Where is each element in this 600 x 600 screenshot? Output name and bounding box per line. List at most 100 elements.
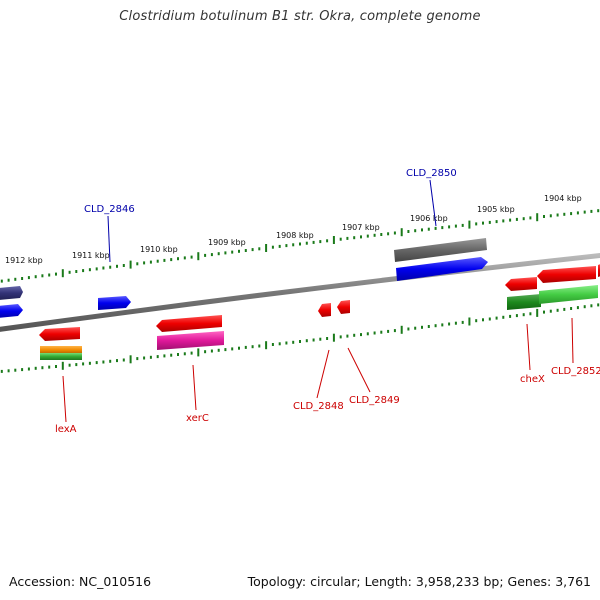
gene-label-cld-2848[interactable]: CLD_2848 [293,401,344,412]
reverse-genes [39,264,600,360]
forward-genes [0,238,488,318]
minor-tick [509,218,512,222]
minor-tick [27,367,30,371]
leader-line [571,317,574,364]
minor-tick [448,225,451,229]
minor-tick [170,353,173,357]
minor-tick [373,233,376,237]
gene-arrow-cld-2850[interactable] [394,238,487,262]
minor-tick [210,349,213,353]
minor-tick [156,355,159,359]
kbp-labels: 1912 kbp 1911 kbp 1910 kbp 1909 kbp 1908… [5,194,582,265]
minor-tick [556,213,559,217]
minor-tick [475,319,478,323]
lower-scale-track [0,303,600,373]
leader-line [107,215,111,263]
minor-tick [387,329,390,333]
major-tick [400,228,403,237]
minor-tick [224,251,227,255]
minor-tick [55,365,57,368]
minor-tick [393,231,396,235]
minor-tick [116,264,118,268]
gene-arrow-cld-2848[interactable] [318,303,331,317]
minor-tick [421,228,423,232]
gene-label-xerc[interactable]: xerC [186,413,209,424]
minor-tick [251,345,254,349]
minor-tick [339,237,342,241]
minor-tick [136,357,139,361]
minor-tick [231,250,234,254]
gene-label-cld-2846[interactable]: CLD_2846 [84,204,135,215]
upper-scale-track [0,209,600,283]
minor-tick [515,314,518,318]
gene-track-green [40,353,82,360]
gene-arrow[interactable] [396,257,488,281]
minor-tick [190,351,193,355]
minor-tick [502,219,505,223]
gene-arrow-chex[interactable] [505,277,537,291]
minor-tick [41,274,44,278]
minor-tick [563,307,566,311]
gene-arrow-cld-2852[interactable] [537,266,596,283]
minor-tick [177,353,179,356]
minor-tick [102,266,105,270]
gene-label-lexa[interactable]: lexA [55,424,77,435]
gene-arrow-cld-2846[interactable] [98,296,131,310]
gene-arrow-cld-2849[interactable] [337,300,350,314]
minor-tick [414,229,417,233]
gene-arrow[interactable] [0,286,23,300]
minor-tick [68,363,71,367]
minor-tick [414,326,417,330]
minor-tick [590,209,593,213]
minor-tick [41,366,44,370]
minor-tick [48,365,51,369]
major-tick [129,355,132,364]
minor-tick [380,233,383,236]
minor-tick [27,276,30,280]
minor-tick [299,340,301,343]
minor-tick [305,241,308,245]
minor-tick [461,223,464,227]
minor-tick [522,313,525,317]
minor-tick [360,235,362,239]
gene-label-cld-2852[interactable]: CLD_2852 [551,366,600,377]
minor-tick [312,338,315,342]
minor-tick [482,221,484,225]
minor-tick [177,257,179,261]
gene-arrow-lexa[interactable] [39,327,80,341]
gene-label-cld-2850[interactable]: CLD_2850 [406,168,457,179]
minor-tick [149,355,152,359]
minor-tick [570,307,573,310]
minor-tick [305,339,308,343]
minor-tick [244,249,247,252]
minor-tick [102,360,105,364]
major-tick [129,260,132,269]
minor-tick [258,344,261,348]
minor-tick [122,264,125,267]
gene-track-pink [157,331,224,350]
kbp-label: 1908 kbp [276,231,314,240]
minor-tick [190,255,193,259]
gene-label-chex[interactable]: cheX [520,374,545,385]
gene-label-cld-2849[interactable]: CLD_2849 [349,395,400,406]
minor-tick [549,214,552,218]
major-tick [536,213,539,222]
minor-tick [183,352,186,356]
minor-tick [597,209,600,213]
minor-tick [224,348,227,352]
minor-tick [285,341,288,345]
accession-text: Accession: NC_010516 [9,574,152,589]
gene-arrow-xerc[interactable] [156,315,222,332]
kbp-label: 1904 kbp [544,194,582,203]
minor-tick [326,337,329,340]
minor-tick [55,272,57,276]
minor-tick [136,262,139,266]
minor-tick [353,236,356,240]
gene-track-orange [40,346,82,354]
gene-arrow[interactable] [0,304,23,318]
minor-tick [258,247,261,251]
kbp-label: 1907 kbp [342,223,380,232]
minor-tick [326,239,329,243]
gene-labels: CLD_2846 CLD_2850 lexA xerC CLD_2848 CLD… [55,168,600,435]
minor-tick [319,240,322,244]
